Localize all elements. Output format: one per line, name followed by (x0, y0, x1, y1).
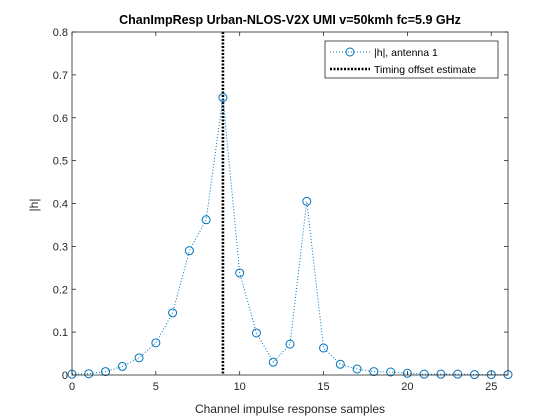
x-tick-label: 15 (317, 381, 329, 393)
data-point (285, 339, 295, 349)
y-axis-label: |h| (27, 199, 41, 212)
x-tick-label: 0 (69, 381, 75, 393)
data-point (386, 367, 396, 377)
data-point (251, 328, 261, 338)
data-point (369, 367, 379, 377)
data-point (335, 359, 345, 369)
data-point (419, 369, 429, 379)
legend-series-marker (345, 47, 355, 57)
data-point (101, 367, 111, 377)
chart-title: ChanImpResp Urban-NLOS-V2X UMI v=50kmh f… (119, 13, 461, 27)
x-tick-label: 25 (485, 381, 497, 393)
data-point (436, 369, 446, 379)
x-tick-label: 5 (153, 381, 159, 393)
data-point (184, 246, 194, 256)
y-tick-label: 0.6 (53, 113, 68, 125)
data-point (117, 361, 127, 371)
y-tick-label: 0.1 (53, 327, 68, 339)
plot-area (72, 32, 508, 375)
data-point (486, 370, 496, 380)
data-point (134, 353, 144, 363)
data-point (218, 93, 228, 103)
series-layer (67, 93, 513, 380)
x-axis-label: Channel impulse response samples (195, 402, 385, 416)
x-tick-label: 20 (401, 381, 413, 393)
data-point (453, 369, 463, 379)
y-tick-label: 0 (62, 370, 68, 382)
legend-series-label: |h|, antenna 1 (374, 47, 438, 59)
data-point (168, 308, 178, 318)
data-point (235, 268, 245, 278)
data-point (352, 364, 362, 374)
y-tick-label: 0.2 (53, 284, 68, 296)
data-point (469, 370, 479, 380)
data-point (151, 338, 161, 348)
y-tick-label: 0.8 (53, 27, 68, 39)
data-point (84, 369, 94, 379)
data-point (402, 368, 412, 378)
legend: |h|, antenna 1 Timing offset estimate (324, 40, 499, 79)
data-point (268, 357, 278, 367)
y-tick-label: 0.3 (53, 241, 68, 253)
data-point (319, 343, 329, 353)
data-point (201, 215, 211, 225)
ticks: 0 5 10 15 20 25 0 0.1 0.2 0.3 0.4 0.5 0.6 0.7 0.8 (53, 27, 508, 393)
y-tick-label: 0.4 (53, 199, 68, 211)
data-point (302, 196, 312, 206)
y-tick-label: 0.7 (53, 70, 68, 82)
x-tick-label: 10 (234, 381, 246, 393)
legend-box (324, 40, 499, 79)
y-tick-label: 0.5 (53, 156, 68, 168)
legend-reference-label: Timing offset estimate (374, 64, 476, 76)
